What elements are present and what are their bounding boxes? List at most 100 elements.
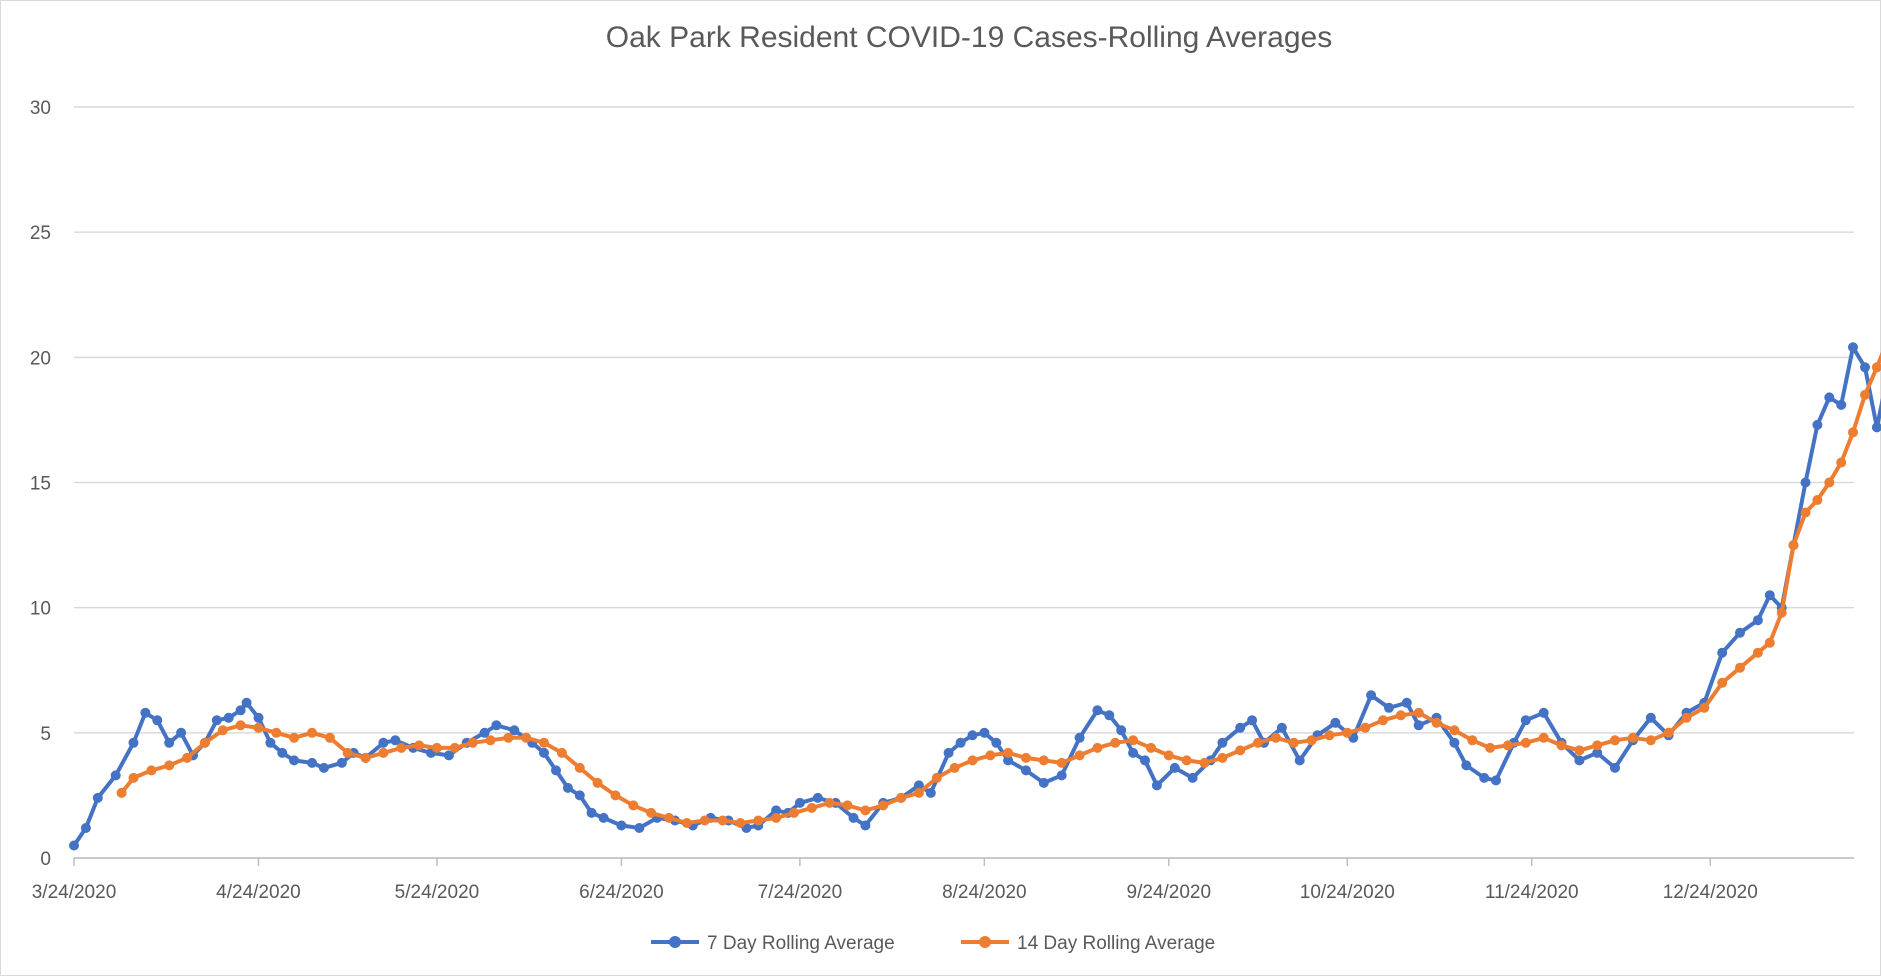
data-point — [1800, 477, 1811, 488]
data-point — [1467, 735, 1478, 746]
data-point — [1574, 745, 1585, 756]
data-point — [1056, 770, 1067, 781]
data-point — [616, 820, 627, 831]
x-axis: 3/24/2020 4/24/2020 5/24/2020 6/24/2020 7/24… — [32, 857, 1854, 903]
data-point — [1247, 715, 1258, 726]
data-point — [753, 815, 764, 826]
data-point — [1752, 647, 1763, 658]
data-point — [1735, 662, 1745, 673]
data-point — [913, 787, 924, 798]
data-point — [1503, 740, 1513, 751]
data-point — [574, 790, 585, 801]
data-point — [1449, 737, 1460, 748]
data-point — [1330, 717, 1341, 728]
data-point — [634, 823, 645, 833]
data-point — [1181, 755, 1192, 766]
data-point — [699, 815, 710, 826]
data-point — [592, 777, 603, 788]
data-point — [1538, 732, 1549, 743]
data-point — [80, 823, 91, 833]
legend-label: 14 Day Rolling Average — [1017, 933, 1215, 954]
data-point — [1074, 750, 1085, 761]
legend-marker — [979, 936, 991, 948]
data-point — [1110, 737, 1121, 748]
data-point — [1645, 735, 1656, 746]
data-point — [217, 725, 228, 736]
x-tick-label: 8/24/2020 — [942, 882, 1027, 903]
data-point — [1104, 710, 1115, 721]
data-point — [1592, 747, 1603, 758]
data-point — [1812, 495, 1823, 505]
data-point — [176, 727, 187, 738]
data-point — [1401, 697, 1412, 708]
data-point — [1520, 737, 1531, 748]
data-point — [539, 747, 549, 758]
data-point — [1848, 342, 1858, 353]
x-tick-label: 10/24/2020 — [1300, 882, 1395, 903]
data-point — [491, 720, 502, 731]
data-point — [539, 737, 549, 748]
x-tick-label: 4/24/2020 — [216, 882, 301, 903]
data-point — [1366, 690, 1377, 701]
data-point — [1038, 755, 1049, 766]
data-point — [1610, 762, 1620, 773]
legend-marker — [669, 936, 681, 948]
data-point — [1812, 419, 1823, 430]
data-point — [1610, 735, 1620, 746]
x-tick-label: 3/24/2020 — [32, 882, 117, 903]
data-point — [1800, 507, 1811, 518]
data-point — [1169, 762, 1180, 773]
x-tick-label: 12/24/2020 — [1663, 882, 1758, 903]
data-point — [253, 712, 264, 723]
data-point — [806, 802, 817, 813]
data-point — [324, 732, 335, 743]
data-point — [479, 727, 490, 738]
data-point — [164, 760, 175, 771]
chart-title: Oak Park Resident COVID-19 Cases-Rolling… — [606, 21, 1332, 54]
data-point — [116, 787, 127, 798]
data-point — [586, 807, 597, 818]
data-point — [598, 812, 609, 823]
data-point — [1395, 710, 1406, 721]
series-2 — [116, 351, 1881, 828]
y-tick-label: 10 — [30, 599, 51, 620]
data-point — [1485, 742, 1496, 753]
y-tick-label: 20 — [30, 348, 51, 369]
data-point — [211, 715, 222, 726]
data-point — [396, 742, 407, 753]
data-point — [551, 765, 561, 776]
data-point — [1461, 760, 1472, 771]
data-point — [1538, 707, 1549, 718]
data-point — [878, 800, 889, 811]
data-point — [771, 812, 782, 823]
data-point — [1270, 732, 1281, 743]
data-point — [1342, 727, 1353, 738]
data-point — [128, 737, 139, 748]
data-point — [1294, 755, 1305, 766]
data-point — [896, 792, 907, 803]
data-point — [1836, 457, 1847, 468]
series-layer — [69, 342, 1881, 851]
data-point — [824, 797, 835, 808]
data-point — [628, 800, 639, 811]
x-tick-label: 5/24/2020 — [395, 882, 480, 903]
data-point — [1146, 742, 1156, 753]
y-tick-label: 30 — [30, 98, 51, 119]
data-point — [360, 752, 371, 763]
x-tick-label: 6/24/2020 — [579, 882, 664, 903]
y-tick-label: 5 — [40, 724, 51, 745]
data-point — [1663, 727, 1674, 738]
data-point — [443, 750, 454, 761]
data-point — [1021, 765, 1031, 776]
grid-layer — [74, 106, 1854, 859]
data-point — [140, 707, 151, 718]
data-point — [1151, 780, 1162, 791]
data-point — [1824, 392, 1835, 403]
data-point — [574, 762, 585, 773]
data-point — [1431, 717, 1442, 728]
data-point — [1360, 722, 1371, 733]
data-point — [1217, 752, 1228, 763]
data-point — [241, 697, 252, 708]
data-point — [1491, 775, 1501, 786]
data-point — [1092, 742, 1103, 753]
